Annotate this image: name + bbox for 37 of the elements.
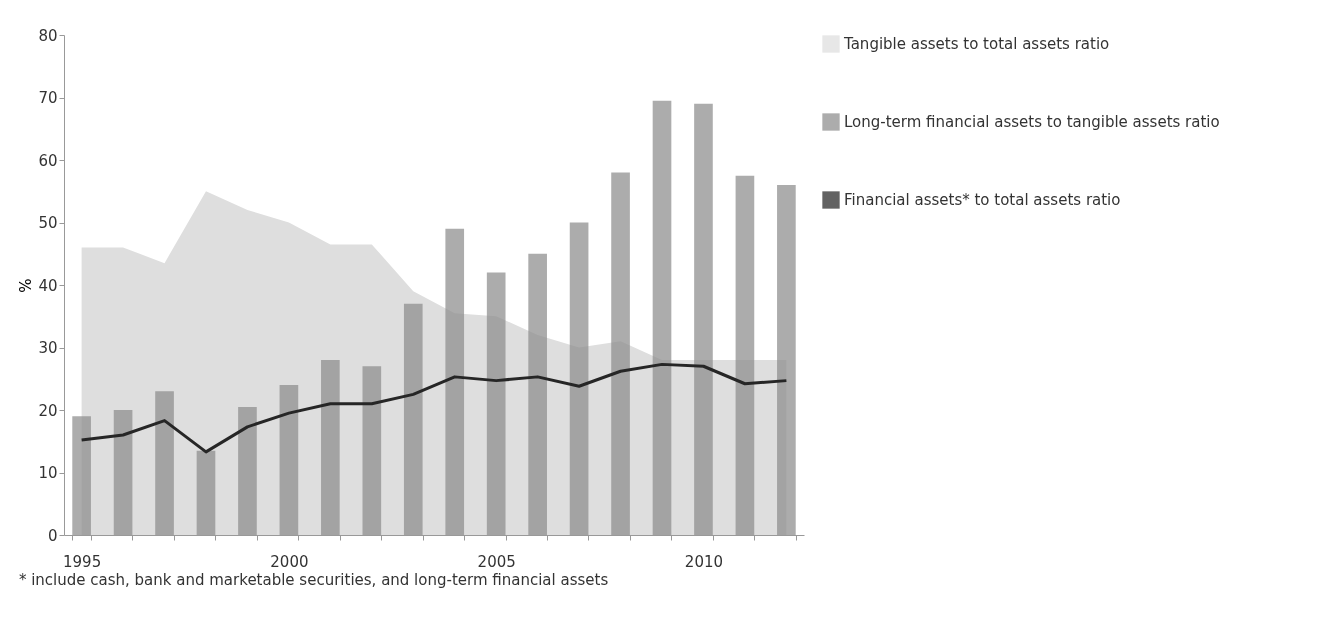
bar bbox=[155, 391, 174, 535]
legend-label: Long-term financial assets to tangible assets ratio bbox=[844, 113, 1220, 131]
x-tick-label: 1995 bbox=[63, 552, 102, 571]
bar bbox=[279, 385, 299, 535]
x-tick-label: 2010 bbox=[684, 552, 724, 571]
y-tick-label: 10 bbox=[38, 464, 58, 482]
text: * include cash, bank and marketable securities, and long-term financial assets bbox=[18, 571, 609, 589]
legend-label: Financial assets* to total assets ratio bbox=[844, 191, 1121, 209]
y-tick-label: 80 bbox=[38, 26, 58, 45]
x-tick-label: 2005 bbox=[477, 552, 516, 571]
bar bbox=[72, 416, 91, 535]
bar bbox=[321, 360, 340, 535]
y-tick-label: 70 bbox=[38, 89, 58, 107]
bar bbox=[569, 222, 589, 535]
legend-label: Tangible assets to total assets ratio bbox=[843, 35, 1110, 53]
y-tick-label: 30 bbox=[38, 339, 58, 357]
bar bbox=[694, 103, 713, 535]
y-tick-label: 0 bbox=[47, 526, 58, 545]
bar bbox=[113, 410, 133, 535]
x-tick-label: 2000 bbox=[270, 552, 309, 571]
bar bbox=[196, 450, 216, 535]
bar bbox=[403, 303, 423, 535]
y-tick-label: 50 bbox=[38, 214, 58, 232]
bar bbox=[528, 253, 547, 535]
bar bbox=[777, 185, 796, 535]
y-axis-title: % bbox=[17, 278, 36, 293]
y-tick-label: 60 bbox=[38, 151, 58, 170]
line-series bbox=[80, 362, 788, 454]
bar bbox=[652, 100, 672, 535]
bar bbox=[735, 175, 755, 535]
bar bbox=[486, 272, 506, 535]
bar bbox=[445, 228, 465, 535]
bar bbox=[611, 172, 630, 535]
y-tick-label: 20 bbox=[38, 401, 58, 420]
y-tick-label: 40 bbox=[38, 276, 58, 295]
bar bbox=[238, 406, 257, 535]
bar bbox=[362, 366, 382, 535]
